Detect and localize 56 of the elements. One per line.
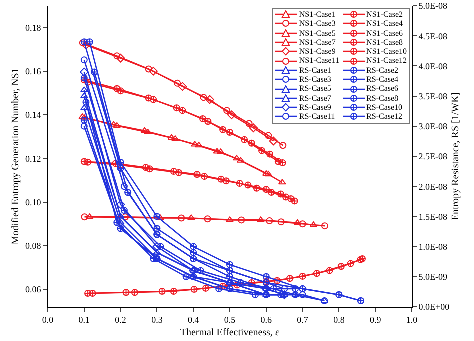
x-axis-title: Thermal Effectiveness, ε <box>180 327 280 338</box>
y2-tick-label: 4.0E-08 <box>418 61 448 72</box>
y-tick-label: 0.06 <box>25 284 42 295</box>
x-tick-label: 0.9 <box>370 314 382 325</box>
legend-label: NS1-Case7 <box>299 38 336 48</box>
legend-label: RS-Case10 <box>366 102 403 112</box>
y2-tick-label: 0.0E+00 <box>418 302 450 312</box>
legend-label: NS1-Case8 <box>366 38 403 48</box>
y2-tick-label: 1.5E-08 <box>418 212 448 222</box>
y2-tick-label: 3.0E-08 <box>418 122 448 132</box>
y2-tick-label: 5.0E-08 <box>418 1 448 12</box>
legend-label: NS1-Case12 <box>366 56 407 66</box>
legend-label: RS-Case12 <box>366 112 403 122</box>
y-tick-label: 0.18 <box>25 22 42 33</box>
legend-label: RS-Case5 <box>299 84 332 94</box>
x-tick-label: 0.0 <box>42 314 54 325</box>
y2-tick-label: 1.0E-08 <box>418 242 448 252</box>
y2-tick-label: 3.5E-08 <box>418 91 448 102</box>
y-tick-label: 0.14 <box>25 110 42 120</box>
x-tick-label: 0.7 <box>297 314 309 325</box>
x-tick-label: 0.8 <box>334 314 346 325</box>
legend-label: NS1-Case5 <box>299 28 336 38</box>
y2-axis-title: Entropy Resistance, RS [1/WK] <box>450 92 462 221</box>
x-tick-label: 1.0 <box>406 314 418 325</box>
legend-label: NS1-Case9 <box>299 47 336 56</box>
y2-tick-label: 2.0E-08 <box>418 182 448 192</box>
y-tick-label: 0.16 <box>25 66 42 77</box>
x-tick-label: 0.5 <box>224 314 236 325</box>
x-tick-label: 0.6 <box>260 314 273 325</box>
x-tick-label: 0.3 <box>152 314 164 325</box>
y2-tick-label: 2.5E-08 <box>418 152 448 162</box>
y-axis-title: Modified Entropy Generation Number, NS1 <box>10 68 22 245</box>
legend-label: NS1-Case11 <box>299 56 340 66</box>
legend-label: RS-Case11 <box>299 112 336 122</box>
legend-label: RS-Case6 <box>366 84 399 94</box>
legend-label: NS1-Case1 <box>299 10 336 20</box>
legend-label: RS-Case2 <box>366 66 399 76</box>
x-tick-label: 0.2 <box>115 314 126 325</box>
y-tick-label: 0.12 <box>25 154 42 164</box>
y2-tick-label: 5.0E-09 <box>418 272 448 282</box>
legend-label: NS1-Case2 <box>366 10 403 20</box>
legend-label: NS1-Case3 <box>299 19 336 29</box>
y-tick-label: 0.10 <box>25 197 42 208</box>
legend-label: RS-Case3 <box>299 75 332 84</box>
legend-label: RS-Case8 <box>366 94 399 103</box>
y-tick-label: 0.08 <box>25 241 42 252</box>
legend-label: NS1-Case4 <box>366 19 403 29</box>
legend-label: RS-Case4 <box>366 75 399 84</box>
legend-label: RS-Case9 <box>299 102 332 112</box>
legend-label: NS1-Case6 <box>366 28 403 38</box>
legend-label: RS-Case7 <box>299 94 332 103</box>
y2-tick-label: 4.5E-08 <box>418 31 448 42</box>
legend-label: NS1-Case10 <box>366 47 407 56</box>
legend-label: RS-Case1 <box>299 66 332 76</box>
x-tick-label: 0.4 <box>188 314 200 325</box>
x-tick-label: 0.1 <box>78 314 90 325</box>
